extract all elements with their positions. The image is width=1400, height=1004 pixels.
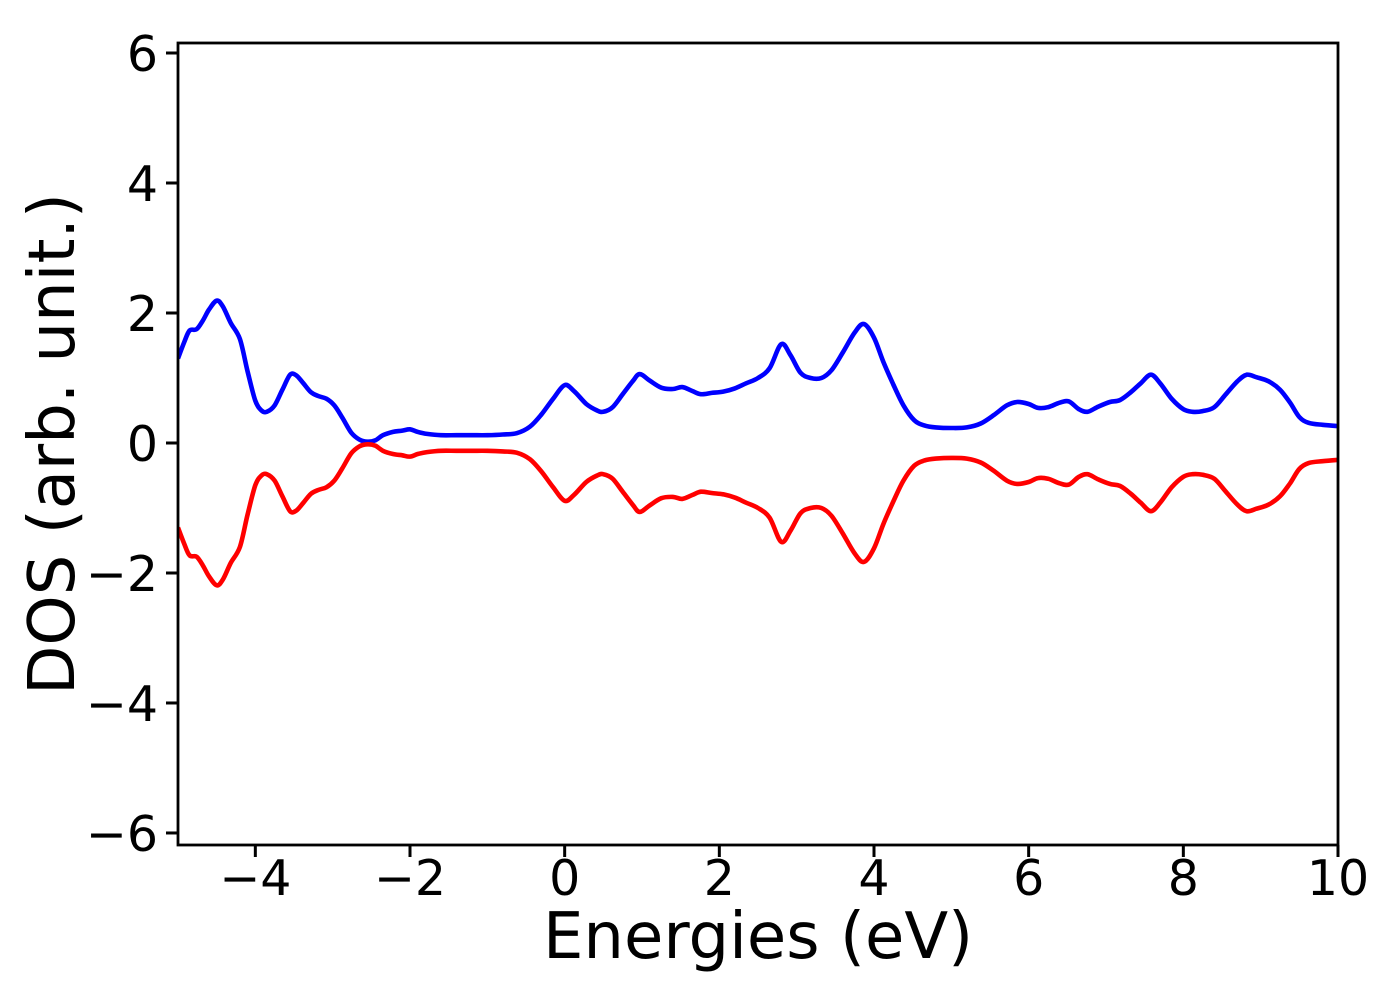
y-tick-label: 4 [127,156,158,213]
plot-area: −4 −2 0 2 4 6 8 10 −6 −4 −2 0 2 4 6 [86,26,1369,907]
y-tick-label: 0 [127,416,158,473]
y-tick-label: −4 [86,676,158,733]
x-tick-label: 10 [1307,850,1369,907]
x-tick-label: 2 [704,850,735,907]
x-tick-label: −4 [219,850,291,907]
spin-up-curve [178,298,1338,445]
x-tick-label: 8 [1168,850,1199,907]
y-tick-label: 2 [127,286,158,343]
y-axis-label: DOS (arb. unit.) [16,193,90,695]
spin-down-curve [178,441,1338,588]
plot-border [176,41,1340,847]
y-tick-label: −6 [86,806,158,863]
x-tick-label: −2 [374,850,446,907]
y-tick-label: 6 [127,26,158,83]
x-tick-label: 6 [1013,850,1044,907]
x-tick-label: 4 [858,850,889,907]
x-axis-label: Energies (eV) [543,900,973,974]
x-tick-label: 0 [549,850,580,907]
y-tick-label: −2 [86,546,158,603]
